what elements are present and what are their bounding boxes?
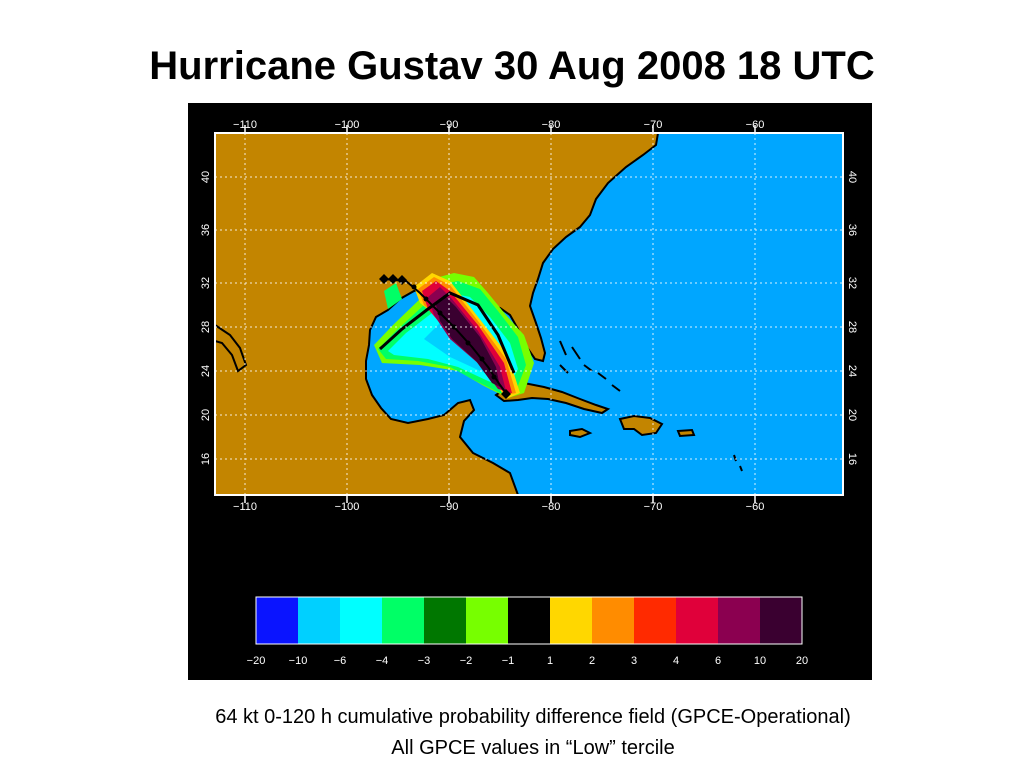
- lat-label-right: 40: [846, 171, 858, 183]
- lon-label-bottom: −100: [335, 501, 360, 513]
- colorbar-label: −4: [376, 655, 389, 667]
- colorbar-frame: [255, 596, 803, 645]
- lon-label-bottom: −90: [440, 501, 459, 513]
- lat-label-left: 28: [200, 321, 212, 333]
- lat-label-right: 16: [846, 453, 858, 465]
- jamaica-land: [569, 427, 593, 439]
- colorbar-swatch: [592, 597, 634, 644]
- lat-label-left: 36: [200, 224, 212, 236]
- colorbar-label: −1: [502, 655, 515, 667]
- lat-label-right: 36: [846, 224, 858, 236]
- colorbar-swatch: [424, 597, 466, 644]
- colorbar-label: 10: [754, 655, 766, 667]
- colorbar-label: 1: [547, 655, 553, 667]
- lon-label-top: −70: [644, 119, 663, 131]
- colorbar-swatch: [382, 597, 424, 644]
- caption-line-2: All GPCE values in “Low” tercile: [391, 737, 675, 759]
- colorbar-swatch: [760, 597, 802, 644]
- probability-difference-shading: [374, 273, 534, 399]
- lon-label-bottom: −110: [233, 501, 257, 513]
- colorbar-label: 2: [589, 655, 595, 667]
- puerto-rico-land: [676, 428, 696, 438]
- lat-label-left: 20: [200, 409, 212, 421]
- probability-map-figure: −110 −100 −90 −80 −70 −60 −110 −100 −90 …: [188, 103, 872, 680]
- colorbar-label: 4: [673, 655, 679, 667]
- lon-label-top: −100: [335, 119, 360, 131]
- lon-label-top: −110: [233, 119, 257, 131]
- colorbar-swatch: [466, 597, 508, 644]
- colorbar-swatch: [256, 597, 298, 644]
- lon-label-top: −90: [440, 119, 459, 131]
- colorbar-swatch: [550, 597, 592, 644]
- lon-label-bottom: −70: [644, 501, 663, 513]
- colorbar-label: 6: [715, 655, 721, 667]
- lat-label-left: 24: [200, 365, 212, 377]
- colorbar-swatch: [298, 597, 340, 644]
- colorbar-label: −2: [460, 655, 473, 667]
- lon-label-top: −60: [746, 119, 765, 131]
- lat-label-left: 16: [200, 453, 212, 465]
- lat-label-right: 20: [846, 409, 858, 421]
- colorbar-label: 3: [631, 655, 637, 667]
- baja-california-land: [215, 323, 248, 373]
- forecast-track-markers: [379, 274, 511, 399]
- lat-label-left: 40: [200, 171, 212, 183]
- caption-line-1: 64 kt 0-120 h cumulative probability dif…: [215, 706, 851, 728]
- slide-title: Hurricane Gustav 30 Aug 2008 18 UTC: [149, 44, 875, 88]
- lat-label-right: 24: [846, 365, 858, 377]
- colorbar: [255, 596, 803, 645]
- colorbar-swatch: [634, 597, 676, 644]
- colorbar-label: −20: [247, 655, 266, 667]
- colorbar-label: −6: [334, 655, 347, 667]
- colorbar-swatch: [718, 597, 760, 644]
- lat-label-left: 32: [200, 277, 212, 289]
- colorbar-label: −3: [418, 655, 431, 667]
- map-tick-marks: [244, 125, 756, 503]
- lon-label-bottom: −60: [746, 501, 765, 513]
- colorbar-label: −10: [289, 655, 308, 667]
- lesser-antilles-islands: [733, 454, 743, 472]
- hispaniola-land: [618, 414, 664, 437]
- lon-label-bottom: −80: [542, 501, 561, 513]
- lon-label-top: −80: [542, 119, 561, 131]
- lat-label-right: 32: [846, 277, 858, 289]
- lat-label-right: 28: [846, 321, 858, 333]
- colorbar-label: 20: [796, 655, 808, 667]
- colorbar-swatch: [676, 597, 718, 644]
- map-gridlines: [215, 133, 843, 495]
- bahamas-islands: [559, 340, 621, 392]
- map-frame: [214, 132, 844, 496]
- colorbar-swatch: [508, 597, 550, 644]
- colorbar-swatch: [340, 597, 382, 644]
